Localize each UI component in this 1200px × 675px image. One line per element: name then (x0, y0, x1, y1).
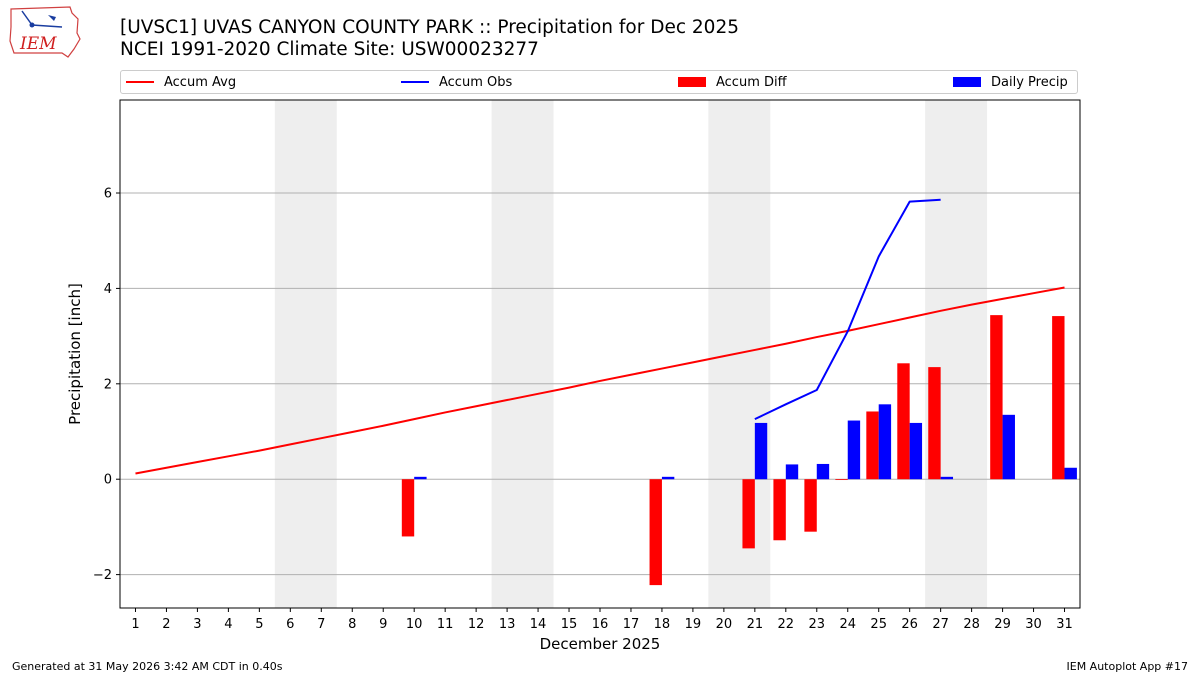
x-tick-label: 28 (963, 617, 980, 632)
daily-precip-bar (878, 404, 892, 480)
accum-diff-bar (928, 367, 941, 480)
legend-swatch-accum-obs (401, 81, 429, 83)
accum-diff-bar (742, 479, 755, 549)
y-tick-label: 4 (104, 282, 112, 297)
x-tick-label: 16 (592, 617, 609, 632)
daily-precip-bar (909, 422, 923, 480)
iem-logo: IEM (9, 6, 81, 58)
y-axis-label: Precipitation [inch] (66, 283, 84, 425)
daily-precip-bar (754, 422, 768, 480)
x-tick-label: 10 (406, 617, 423, 632)
legend-label-accum-avg: Accum Avg (164, 74, 237, 90)
daily-precip-bar (940, 476, 954, 480)
title-line-2: NCEI 1991-2020 Climate Site: USW00023277 (120, 39, 539, 60)
daily-precip-bar (1002, 414, 1015, 480)
y-tick-label: 0 (104, 473, 112, 488)
x-tick-label: 23 (809, 617, 826, 632)
x-tick-label: 17 (623, 617, 640, 632)
x-tick-label: 21 (747, 617, 764, 632)
x-tick-label: 11 (437, 617, 454, 632)
x-tick-label: 4 (224, 617, 232, 632)
x-tick-label: 12 (468, 617, 485, 632)
x-tick-label: 24 (839, 617, 856, 632)
legend-label-daily-precip: Daily Precip (991, 74, 1068, 90)
x-tick-label: 25 (870, 617, 887, 632)
y-tick-label: 6 (104, 187, 112, 202)
accum-diff-bar (804, 479, 817, 532)
x-tick-label: 13 (499, 617, 516, 632)
chart-title: [UVSC1] UVAS CANYON COUNTY PARK :: Preci… (120, 17, 739, 61)
accum-diff-bar (897, 363, 910, 480)
daily-precip-bar (1064, 467, 1077, 480)
x-axis-label: December 2025 (540, 635, 661, 653)
title-line-1: [UVSC1] UVAS CANYON COUNTY PARK :: Preci… (120, 17, 739, 38)
accum-diff-bar (773, 479, 786, 541)
x-tick-label: 3 (193, 617, 201, 632)
x-tick-label: 15 (561, 617, 578, 632)
accum-diff-bar (990, 315, 1003, 480)
legend-label-accum-diff: Accum Diff (716, 74, 787, 90)
x-tick-label: 20 (716, 617, 733, 632)
accum-diff-bar (866, 411, 879, 480)
chart-legend: Accum Avg Accum Obs Accum Diff Daily Pre… (120, 70, 1078, 94)
x-tick-label: 26 (901, 617, 918, 632)
accum-diff-bar (1052, 316, 1065, 480)
accum-obs-line (754, 198, 941, 421)
accum-diff-bar (835, 479, 848, 481)
x-tick-label: 8 (348, 617, 356, 632)
x-tick-label: 6 (286, 617, 294, 632)
legend-item-daily-precip: Daily Precip (953, 74, 1068, 90)
x-tick-label: 29 (994, 617, 1011, 632)
x-tick-label: 9 (379, 617, 387, 632)
x-tick-label: 7 (317, 617, 325, 632)
y-tick-label: 2 (104, 377, 112, 392)
weekend-shade (274, 100, 337, 608)
accum-avg-line (135, 286, 1065, 475)
logo-text: IEM (19, 34, 57, 54)
footer-generated-text: Generated at 31 May 2026 3:42 AM CDT in … (12, 660, 283, 673)
legend-swatch-daily-precip (953, 77, 981, 87)
x-tick-label: 22 (778, 617, 795, 632)
x-tick-label: 31 (1056, 617, 1073, 632)
daily-precip-bar (661, 476, 675, 480)
x-tick-label: 18 (654, 617, 671, 632)
x-tick-label: 1 (131, 617, 139, 632)
footer-app-text: IEM Autoplot App #17 (1066, 660, 1189, 673)
x-tick-label: 19 (685, 617, 702, 632)
legend-item-accum-diff: Accum Diff (678, 74, 787, 90)
legend-item-accum-avg: Accum Avg (126, 74, 236, 90)
legend-swatch-accum-diff (678, 77, 706, 87)
legend-item-accum-obs: Accum Obs (401, 74, 512, 90)
daily-precip-bar (816, 463, 830, 480)
accum-diff-bar (649, 479, 662, 586)
weekend-shade (925, 100, 988, 608)
daily-precip-bar (847, 420, 861, 480)
daily-precip-bar (785, 464, 799, 480)
daily-precip-bar (414, 476, 427, 480)
accum-diff-bar (401, 479, 415, 537)
weekend-shade (491, 100, 554, 608)
x-tick-label: 2 (162, 617, 170, 632)
y-tick-label: −2 (93, 568, 112, 583)
legend-label-accum-obs: Accum Obs (439, 74, 513, 90)
x-tick-label: 30 (1025, 617, 1042, 632)
legend-swatch-accum-avg (126, 81, 154, 83)
x-tick-label: 27 (932, 617, 949, 632)
x-tick-label: 5 (255, 617, 263, 632)
x-tick-label: 14 (530, 617, 547, 632)
